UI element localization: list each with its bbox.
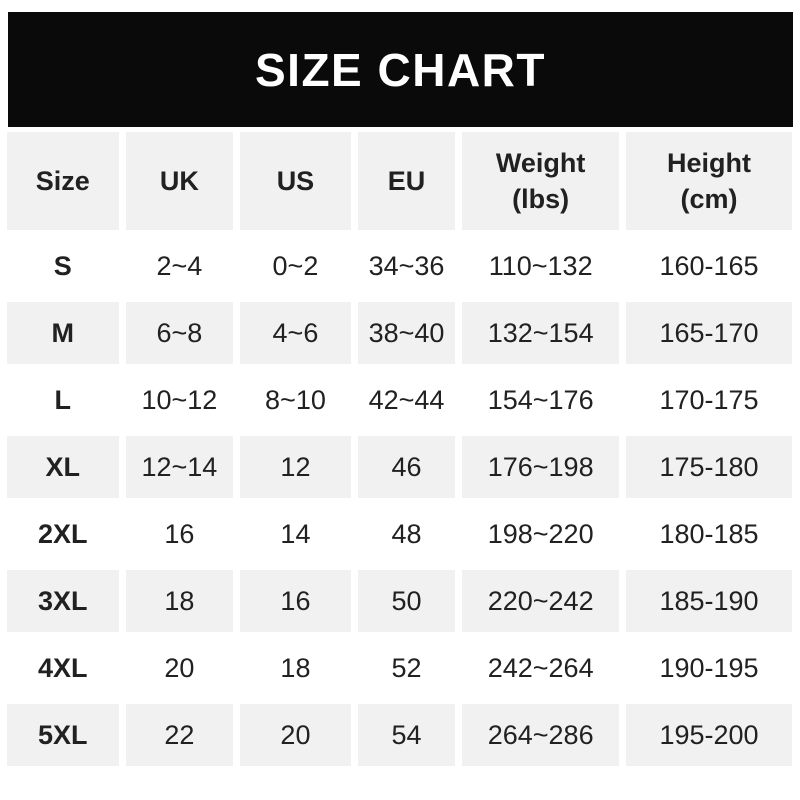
table-row: 4XL 20 18 52 242~264 190-195 <box>7 637 792 699</box>
table-cell: 165-170 <box>626 302 792 364</box>
table-cell: 195-200 <box>626 704 792 766</box>
table-cell: 190-195 <box>626 637 792 699</box>
table-cell: 180-185 <box>626 503 792 565</box>
table-cell: 176~198 <box>462 436 620 498</box>
table-cell: 22 <box>125 704 234 766</box>
table-cell: 14 <box>240 503 351 565</box>
table-cell: 18 <box>125 570 234 632</box>
table-row: 3XL 18 16 50 220~242 185-190 <box>7 570 792 632</box>
size-label-cell: 2XL <box>7 503 119 565</box>
table-cell: 185-190 <box>626 570 792 632</box>
table-cell: 154~176 <box>462 369 620 431</box>
table-row: S 2~4 0~2 34~36 110~132 160-165 <box>7 235 792 297</box>
table-cell: 34~36 <box>357 235 456 297</box>
table-cell: 175-180 <box>626 436 792 498</box>
table-cell: 242~264 <box>462 637 620 699</box>
column-header: UK <box>125 132 234 230</box>
table-cell: 6~8 <box>125 302 234 364</box>
size-chart-table: Size UK US EU Weight (lbs) Height (cm) S 2~4 0~… <box>0 127 799 771</box>
size-label-cell: L <box>7 369 119 431</box>
table-cell: 110~132 <box>462 235 620 297</box>
column-header: Size <box>7 132 119 230</box>
table-cell: 54 <box>357 704 456 766</box>
table-cell: 18 <box>240 637 351 699</box>
table-cell: 48 <box>357 503 456 565</box>
size-label-cell: 3XL <box>7 570 119 632</box>
table-cell: 16 <box>240 570 351 632</box>
column-header: Height (cm) <box>626 132 792 230</box>
table-cell: 0~2 <box>240 235 351 297</box>
table-row: L 10~12 8~10 42~44 154~176 170-175 <box>7 369 792 431</box>
table-cell: 20 <box>125 637 234 699</box>
table-cell: 42~44 <box>357 369 456 431</box>
title-banner: SIZE CHART <box>8 12 793 127</box>
table-cell: 132~154 <box>462 302 620 364</box>
page-title: SIZE CHART <box>255 43 546 96</box>
table-cell: 12~14 <box>125 436 234 498</box>
table-cell: 170-175 <box>626 369 792 431</box>
table-cell: 4~6 <box>240 302 351 364</box>
table-row: 5XL 22 20 54 264~286 195-200 <box>7 704 792 766</box>
table-cell: 46 <box>357 436 456 498</box>
table-cell: 20 <box>240 704 351 766</box>
table-cell: 10~12 <box>125 369 234 431</box>
table-cell: 198~220 <box>462 503 620 565</box>
size-label-cell: 5XL <box>7 704 119 766</box>
size-label-cell: 4XL <box>7 637 119 699</box>
size-label-cell: M <box>7 302 119 364</box>
table-cell: 8~10 <box>240 369 351 431</box>
table-cell: 2~4 <box>125 235 234 297</box>
table-cell: 12 <box>240 436 351 498</box>
column-header: US <box>240 132 351 230</box>
table-row: M 6~8 4~6 38~40 132~154 165-170 <box>7 302 792 364</box>
table-cell: 264~286 <box>462 704 620 766</box>
header-row: Size UK US EU Weight (lbs) Height (cm) <box>7 132 792 230</box>
table-cell: 160-165 <box>626 235 792 297</box>
table-cell: 50 <box>357 570 456 632</box>
table-cell: 220~242 <box>462 570 620 632</box>
size-label-cell: S <box>7 235 119 297</box>
table-row: 2XL 16 14 48 198~220 180-185 <box>7 503 792 565</box>
table-row: XL 12~14 12 46 176~198 175-180 <box>7 436 792 498</box>
column-header: EU <box>357 132 456 230</box>
table-body: S 2~4 0~2 34~36 110~132 160-165 M 6~8 4~6 38~40 13… <box>7 235 792 766</box>
table-cell: 38~40 <box>357 302 456 364</box>
table-cell: 52 <box>357 637 456 699</box>
size-label-cell: XL <box>7 436 119 498</box>
table-cell: 16 <box>125 503 234 565</box>
column-header: Weight (lbs) <box>462 132 620 230</box>
